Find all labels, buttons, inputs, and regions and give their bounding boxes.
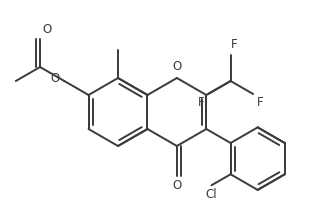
Text: F: F xyxy=(257,96,263,109)
Text: O: O xyxy=(172,60,182,73)
Text: Cl: Cl xyxy=(206,188,217,201)
Text: F: F xyxy=(198,96,205,109)
Text: O: O xyxy=(50,72,59,85)
Text: O: O xyxy=(42,23,51,36)
Text: O: O xyxy=(172,179,182,192)
Text: F: F xyxy=(230,38,237,51)
